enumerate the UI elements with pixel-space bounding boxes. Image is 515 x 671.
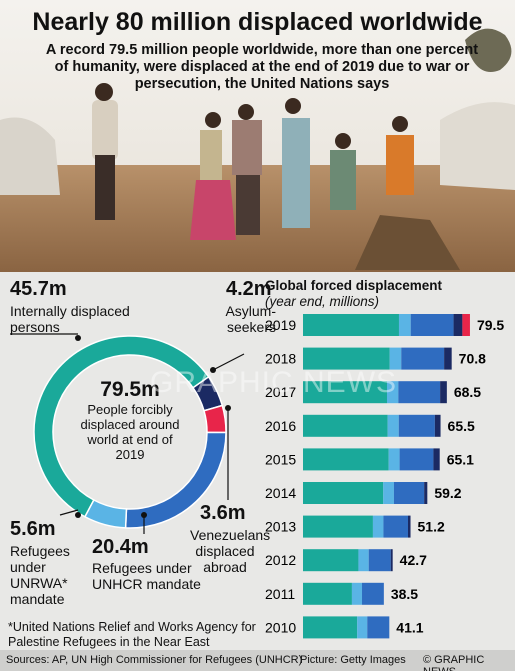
sources: Sources: AP, UN High Commissioner for Re… (6, 654, 303, 666)
y-tick-label: 2013 (265, 519, 296, 535)
bar-segment (433, 448, 440, 471)
bar-segment (399, 448, 434, 471)
bar-segment (303, 381, 387, 404)
bar-segment (362, 582, 384, 605)
photo (0, 0, 515, 272)
bar-segment (383, 515, 408, 538)
bar-total: 51.2 (418, 519, 445, 535)
bar-total: 65.5 (448, 418, 475, 434)
bar-total: 59.2 (434, 485, 461, 501)
segment-value: 3.6m (200, 502, 246, 524)
copyright: © GRAPHIC NEWS (423, 654, 485, 671)
y-tick-label: 2016 (265, 418, 296, 434)
footnote: *United Nations Relief and Works Agency … (8, 620, 256, 649)
bar-segment (440, 381, 447, 404)
leader-dot (210, 367, 216, 373)
charts: 2019 79.5 2018 70.8 2017 68.5 2016 65.5 2015 65.1… (10, 314, 504, 639)
segment-value: 4.2m (226, 278, 272, 300)
segment-value: 20.4m (92, 536, 149, 558)
y-tick-label: 2015 (265, 451, 296, 467)
donut-center: 79.5m People forcibly displaced around w… (78, 378, 182, 462)
y-tick-label: 2017 (265, 384, 296, 400)
bar-total: 65.1 (447, 451, 474, 467)
bar-total: 41.1 (396, 619, 423, 635)
bar-segment (303, 616, 358, 639)
leader-dot (75, 512, 81, 518)
segment-value: 5.6m (10, 518, 56, 540)
bar-segment (424, 482, 428, 504)
center-text: People forcibly displaced around world a… (80, 402, 180, 462)
bar-segment (389, 347, 402, 370)
bar-segment (303, 448, 389, 471)
bar-segment (398, 414, 435, 437)
donut-segment (203, 404, 227, 434)
bar-segment (462, 314, 470, 336)
bar-segment (383, 482, 394, 504)
leader-dot (225, 405, 231, 411)
bar-total: 70.8 (459, 351, 486, 367)
leader-line (212, 353, 245, 371)
picture-credit: Picture: Getty Images (300, 654, 406, 666)
bar-segment (372, 515, 384, 538)
segment-label: Asylum-seekers (225, 303, 276, 335)
segment-value: 45.7m (10, 278, 67, 300)
center-label: 79.5m (100, 378, 160, 401)
leader-dot (141, 512, 147, 518)
subtitle: A record 79.5 million people worldwide, … (45, 42, 479, 92)
title: Nearly 80 million displaced worldwide (32, 8, 483, 36)
y-tick-label: 2011 (265, 586, 295, 602)
bar-segment (398, 381, 441, 404)
bar-segment (303, 582, 352, 605)
bar-segment (387, 414, 399, 437)
segment-label: Internally displaced persons (10, 303, 130, 335)
bar-segment (303, 482, 384, 504)
bar-segment (303, 347, 390, 370)
y-tick-label: 2018 (265, 351, 296, 367)
bar-segment (388, 448, 400, 471)
watermark: GRAPHIC NEWS (150, 366, 398, 399)
segment-label: Refugees under UNRWA* mandate (10, 543, 70, 607)
bar-title: Global forced displacement (265, 278, 443, 293)
bar-segment (444, 347, 452, 370)
y-tick-label: 2014 (265, 485, 296, 501)
bar-segment (367, 616, 390, 639)
y-tick-label: 2010 (265, 619, 296, 635)
bar-total: 42.7 (400, 552, 427, 568)
bar-segment (357, 616, 368, 639)
bar-segment (408, 515, 411, 538)
bar-total: 79.5 (477, 317, 504, 333)
bar-segment (368, 549, 391, 572)
bar-total: 38.5 (391, 586, 418, 602)
y-tick-label: 2019 (265, 317, 296, 333)
bar-segment (303, 515, 373, 538)
leader-dot (75, 335, 81, 341)
bar-segment (358, 549, 369, 572)
segment-label: Venezuelans displaced abroad (190, 527, 271, 575)
bar-subtitle: (year end, millions) (265, 294, 380, 309)
bar-segment (398, 314, 411, 336)
bar-segment (387, 381, 399, 404)
bar-segment (390, 549, 393, 572)
bar-segment (401, 347, 445, 370)
bar-segment (393, 482, 425, 504)
bar-segment (434, 414, 441, 437)
donut-segment (83, 498, 128, 529)
footer: Sources: AP, UN High Commissioner for Re… (0, 650, 515, 671)
bar-segment (303, 314, 399, 336)
bar-segment (453, 314, 463, 336)
y-tick-label: 2012 (265, 552, 296, 568)
bar-segment (410, 314, 454, 336)
bar-segment (303, 414, 388, 437)
bar-total: 68.5 (454, 384, 481, 400)
bar-segment (351, 582, 363, 605)
bar-segment (303, 549, 359, 572)
leader-line (59, 509, 79, 516)
segment-label: Refugees under UNHCR mandate (92, 560, 201, 592)
